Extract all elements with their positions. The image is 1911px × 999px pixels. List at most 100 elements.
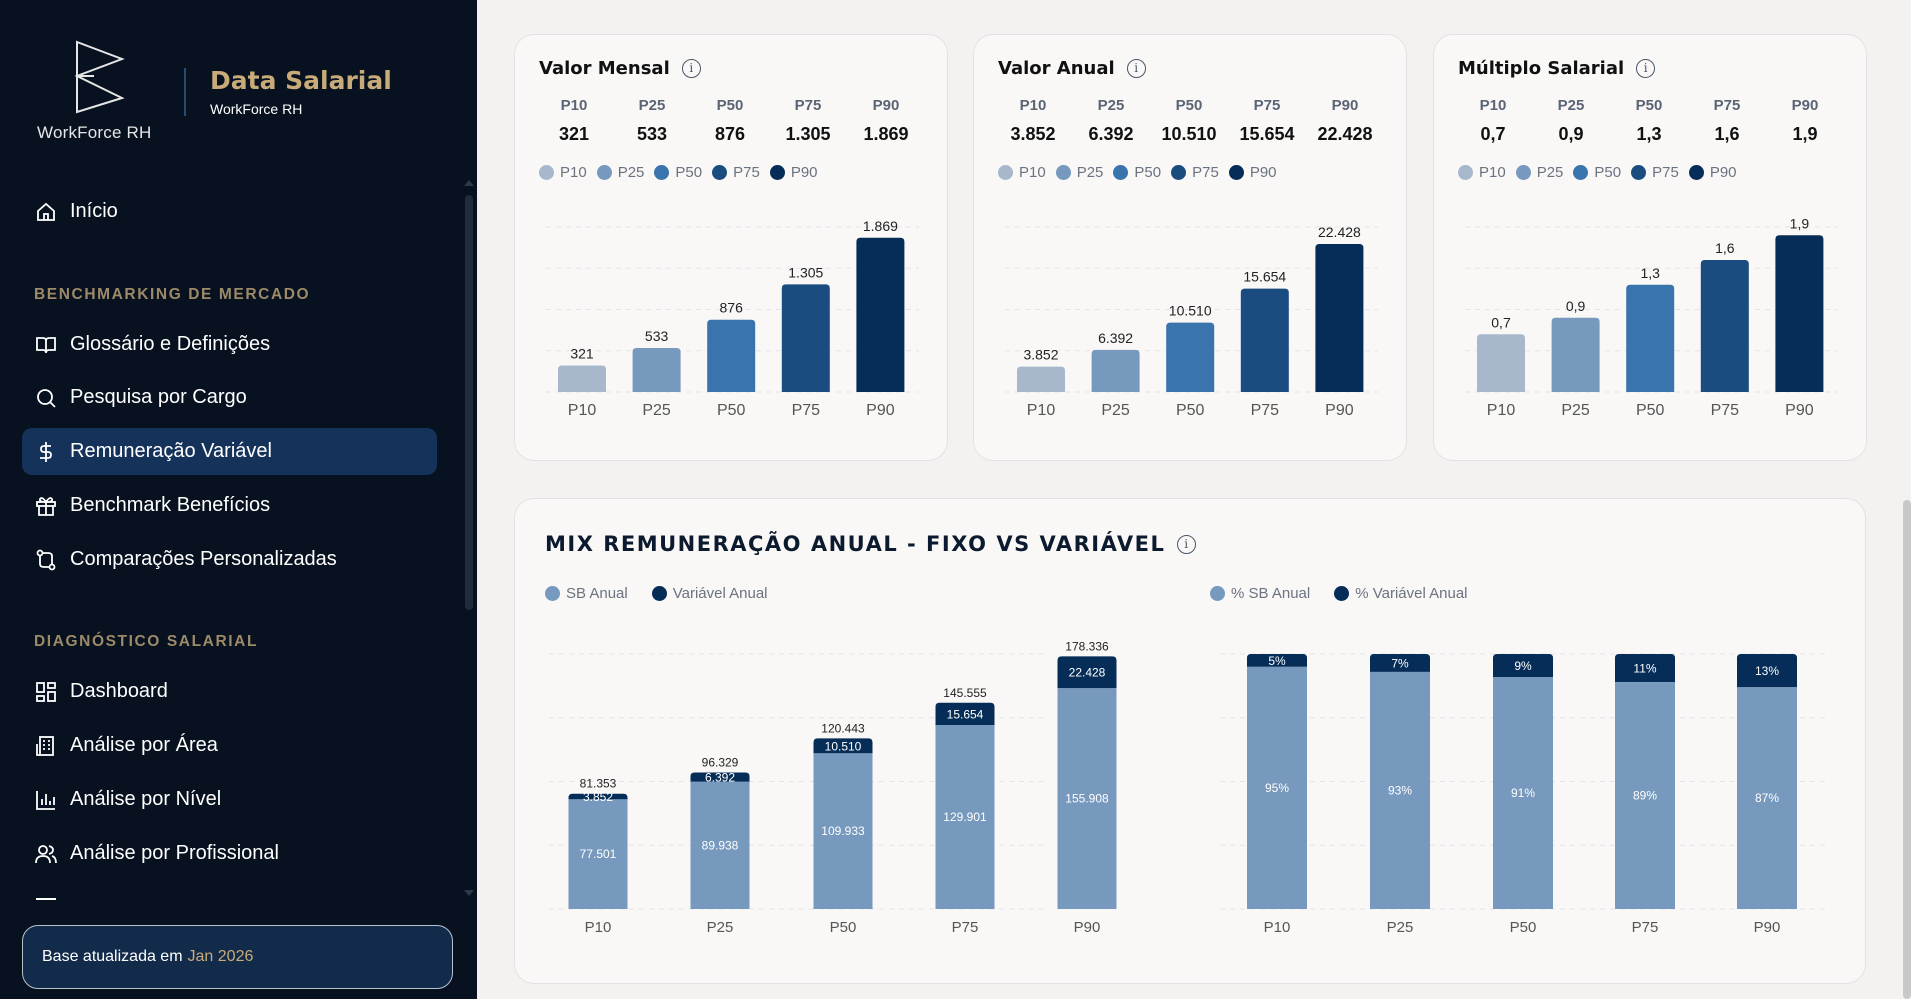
stat-label: P10 bbox=[560, 97, 588, 114]
x-tick-label: P25 bbox=[707, 919, 734, 936]
bar-segment-fixo[interactable] bbox=[690, 781, 750, 909]
x-tick-label: P50 bbox=[717, 402, 746, 419]
bar-p10[interactable] bbox=[1477, 334, 1525, 392]
bar-segment-variavel[interactable] bbox=[1493, 654, 1553, 677]
bar-segment-variavel[interactable] bbox=[1247, 654, 1307, 667]
stat-p50: P50 876 bbox=[691, 97, 769, 145]
x-tick-label: P10 bbox=[568, 402, 597, 419]
segment-label: 5% bbox=[1268, 654, 1286, 668]
x-tick-label: P50 bbox=[1510, 919, 1537, 936]
legend-dot bbox=[1458, 165, 1473, 180]
bar-p50[interactable] bbox=[1626, 284, 1675, 392]
bar-p10[interactable] bbox=[1017, 366, 1065, 392]
info-icon[interactable] bbox=[1126, 59, 1146, 78]
data-label: 3.852 bbox=[1023, 347, 1058, 363]
stat-label: P10 bbox=[1019, 97, 1047, 114]
sidebar-section-title: BENCHMARKING DE MERCADO bbox=[34, 286, 311, 303]
brand-title: Data Salarial bbox=[210, 66, 392, 95]
bar-p75[interactable] bbox=[1240, 288, 1289, 392]
bar-segment-fixo[interactable] bbox=[1737, 687, 1797, 909]
legend-dot bbox=[712, 165, 728, 180]
sidebar-item-benchmark-beneficios[interactable]: Benchmark Benefícios bbox=[22, 482, 437, 529]
bar-p90[interactable] bbox=[1315, 243, 1364, 392]
legend-label: P25 bbox=[1536, 164, 1564, 181]
info-icon[interactable] bbox=[1636, 59, 1656, 78]
bar-p50[interactable] bbox=[1166, 322, 1215, 392]
sidebar-item-analise-por-area[interactable]: Análise por Área bbox=[22, 722, 437, 769]
chart-legend: P10 P25 P50 P75 P90 bbox=[998, 164, 1287, 181]
stat-label: P90 bbox=[872, 97, 900, 114]
sidebar-item-analise-por-profissional[interactable]: Análise por Profissional bbox=[22, 830, 437, 877]
legend-dot-sb bbox=[545, 586, 560, 601]
bar-p50[interactable] bbox=[707, 319, 756, 392]
x-tick-label: P90 bbox=[1325, 402, 1354, 419]
legend-dot bbox=[1055, 165, 1071, 180]
x-tick-label: P90 bbox=[866, 402, 895, 419]
sidebar-scrollbar[interactable] bbox=[465, 195, 473, 610]
legend-label: P50 bbox=[1134, 164, 1162, 181]
card-title-text: Valor Anual bbox=[998, 58, 1115, 79]
bar-segment-variavel[interactable] bbox=[935, 702, 995, 725]
bar-segment-fixo[interactable] bbox=[1247, 666, 1307, 909]
data-label: 1.869 bbox=[863, 218, 898, 234]
legend-label: P90 bbox=[1709, 164, 1737, 181]
legend-dot bbox=[998, 165, 1013, 180]
bar-segment-variavel[interactable] bbox=[1737, 654, 1797, 688]
bar-segment-fixo[interactable] bbox=[1493, 676, 1553, 909]
bar-p10[interactable] bbox=[558, 365, 606, 392]
legend-dot bbox=[769, 165, 785, 180]
bar-segment-fixo[interactable] bbox=[1615, 682, 1675, 909]
legend-label: P50 bbox=[1594, 164, 1622, 181]
bar-p25[interactable] bbox=[1091, 349, 1140, 392]
gift-icon bbox=[36, 496, 56, 516]
scroll-down-arrow[interactable] bbox=[464, 890, 474, 896]
sidebar-item-cut-off[interactable] bbox=[36, 898, 56, 901]
info-icon[interactable] bbox=[681, 59, 701, 78]
bar-p90[interactable] bbox=[856, 237, 905, 392]
bar-p90[interactable] bbox=[1775, 235, 1824, 392]
segment-label: 109.933 bbox=[821, 824, 865, 838]
stat-value: 6.392 bbox=[1088, 124, 1134, 144]
scroll-up-arrow[interactable] bbox=[464, 180, 474, 186]
data-label: 15.654 bbox=[1243, 269, 1286, 285]
update-date: Jan 2026 bbox=[187, 948, 254, 965]
sidebar-item-remuneracao-variavel[interactable]: Remuneração Variável bbox=[22, 428, 437, 475]
segment-label: 89% bbox=[1633, 789, 1657, 803]
grid-icon bbox=[36, 681, 56, 702]
stat-p75: P75 1.305 bbox=[769, 97, 847, 145]
bar-p25[interactable] bbox=[632, 348, 681, 392]
bar-segment-fixo[interactable] bbox=[1057, 688, 1117, 909]
bar-p75[interactable] bbox=[1700, 260, 1749, 392]
legend-dot bbox=[1573, 165, 1589, 180]
sidebar-item-dashboard[interactable]: Dashboard bbox=[22, 668, 437, 715]
bar-p25[interactable] bbox=[1551, 317, 1600, 392]
bar-segment-variavel[interactable] bbox=[813, 738, 873, 754]
stat-value: 1.869 bbox=[863, 124, 909, 144]
data-label: 0,9 bbox=[1566, 298, 1586, 314]
bar-segment-fixo[interactable] bbox=[813, 753, 873, 909]
bar-segment-variavel[interactable] bbox=[1370, 654, 1430, 672]
bar-segment-fixo[interactable] bbox=[935, 724, 995, 909]
sidebar-item-analise-por-nivel[interactable]: Análise por Nível bbox=[22, 776, 437, 823]
sidebar-item-glossario-e-definicoes[interactable]: Glossário e Definições bbox=[22, 321, 437, 368]
bar-segment-fixo[interactable] bbox=[1370, 671, 1430, 909]
info-icon[interactable] bbox=[1177, 534, 1197, 554]
bar-chart-icon bbox=[36, 790, 55, 810]
bar-chart: 321 P10 533 P25 876 P50 1.305 P75 1.869 P90 bbox=[546, 218, 919, 419]
bar-segment-variavel[interactable] bbox=[1057, 656, 1117, 689]
sidebar-item-inicio[interactable]: Início bbox=[22, 188, 437, 235]
workforce-logo-icon bbox=[74, 40, 125, 114]
data-label: 1,9 bbox=[1790, 215, 1810, 231]
bar-segment-variavel[interactable] bbox=[690, 772, 750, 782]
main-scrollbar[interactable] bbox=[1903, 500, 1911, 999]
segment-label: 6.392 bbox=[705, 771, 735, 785]
bar-segment-fixo[interactable] bbox=[568, 799, 628, 909]
bar-p75[interactable] bbox=[781, 284, 830, 392]
bar-segment-variavel[interactable] bbox=[1615, 654, 1675, 683]
sidebar-item-comparacoes-personalizadas[interactable]: Comparações Personalizadas bbox=[22, 536, 437, 583]
sidebar-item-pesquisa-por-cargo[interactable]: Pesquisa por Cargo bbox=[22, 374, 437, 421]
bar-segment-variavel[interactable] bbox=[568, 793, 628, 800]
stat-p90: P90 1,9 bbox=[1766, 97, 1844, 145]
